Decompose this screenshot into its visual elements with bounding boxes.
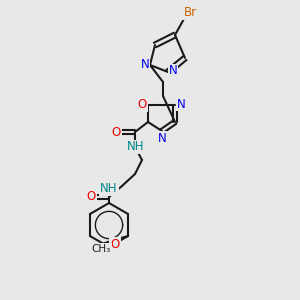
Text: N: N — [169, 64, 177, 77]
Text: N: N — [141, 58, 149, 70]
Text: O: O — [111, 125, 121, 139]
Text: NH: NH — [100, 182, 118, 196]
Text: CH₃: CH₃ — [92, 244, 111, 254]
Text: O: O — [110, 238, 120, 250]
Text: N: N — [158, 131, 166, 145]
Text: NH: NH — [127, 140, 145, 154]
Text: O: O — [86, 190, 96, 203]
Text: O: O — [137, 98, 147, 112]
Text: Br: Br — [183, 7, 196, 20]
Text: N: N — [177, 98, 185, 110]
